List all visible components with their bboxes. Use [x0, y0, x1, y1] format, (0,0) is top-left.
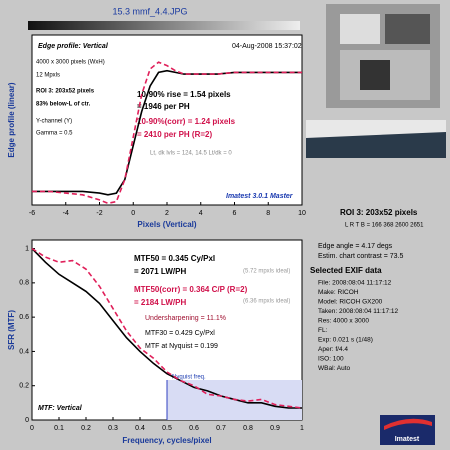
exif-line: Model: RICOH GX200	[318, 299, 383, 306]
x-tick-label: 0	[131, 210, 135, 217]
annotation: = 2184 LW/PH	[134, 298, 186, 307]
annotation: 10-90%(corr) = 1.24 pixels	[137, 117, 236, 126]
annotation: MTF50 = 0.345 Cy/Pxl	[134, 254, 215, 263]
series-line	[31, 248, 302, 409]
y-tick-label: 0.2	[19, 383, 29, 390]
edge-angle: Edge angle = 4.17 degs	[318, 243, 393, 250]
chart-thumbnail	[326, 4, 440, 108]
series-line	[32, 61, 302, 205]
y-tick-label: 0.8	[19, 280, 29, 287]
annotation: Imatest 3.0.1 Master	[226, 193, 294, 200]
x-tick-label: 0.2	[81, 425, 91, 432]
x-tick-label: 0.5	[162, 425, 172, 432]
exif-line: Taken: 2008:08:04 11:17:12	[318, 308, 398, 315]
annotation: MTF30 = 0.429 Cy/Pxl	[145, 330, 215, 337]
x-axis-label: Pixels (Vertical)	[137, 220, 196, 229]
x-tick-label: 0.1	[54, 425, 64, 432]
x-tick-label: 0	[30, 425, 34, 432]
x-tick-label: -6	[29, 210, 35, 217]
y-tick-label: 0	[25, 417, 29, 424]
annotation: ROI 3: 203x52 pixels	[36, 89, 95, 95]
annotation: Lt, dk lvls = 124, 14.5 Lt/dk = 0	[150, 151, 232, 157]
logo-swoosh	[384, 418, 432, 430]
x-tick-label: 4	[199, 210, 203, 217]
x-tick-label: -4	[63, 210, 69, 217]
x-tick-label: 0.6	[189, 425, 199, 432]
side-panel: ROI 3: 203x52 pixels L R T B = 166 368 2…	[310, 208, 435, 445]
x-tick-label: 1	[300, 425, 304, 432]
annotation: = 2071 LW/PH	[134, 267, 186, 276]
x-tick-label: 0.7	[216, 425, 226, 432]
annotation: MTF at Nyquist = 0.199	[145, 343, 218, 350]
annotation: (5.72 mpxls ideal)	[243, 269, 290, 275]
annotation: = 1946 per PH	[137, 102, 190, 111]
annotation: Gamma = 0.5	[36, 131, 73, 137]
exif-line: Exp: 0.021 s (1/48)	[318, 337, 373, 344]
roi-coords: L R T B = 166 368 2600 2651	[345, 223, 424, 229]
annotation: Undersharpening = 11.1%	[145, 315, 226, 322]
exif-line: WBal: Auto	[318, 365, 351, 372]
annotation: 10-90% rise = 1.54 pixels	[137, 90, 231, 99]
plot-area-edge	[31, 34, 303, 206]
x-tick-label: 0.8	[243, 425, 253, 432]
annotation: 83% below-L of ctr.	[36, 102, 91, 108]
annotation: Nyquist freq.	[172, 375, 206, 381]
logo-text: Imatest	[395, 436, 420, 443]
exif-line: File: 2008:08:04 11:17:12	[318, 280, 392, 287]
annotation: 12 Mpxls	[36, 73, 60, 79]
annotation: = 2410 per PH (R=2)	[137, 130, 212, 139]
y-tick-label: 1	[25, 245, 29, 252]
annotation: Y-channel (Y)	[36, 119, 72, 125]
series-line	[31, 247, 303, 409]
x-tick-label: 0.3	[108, 425, 118, 432]
x-tick-label: -2	[96, 210, 102, 217]
x-tick-label: 2	[165, 210, 169, 217]
x-axis-label: Frequency, cycles/pixel	[122, 436, 211, 445]
annotation: MTF50(corr) = 0.364 C/P (R=2)	[134, 285, 248, 294]
y-tick-label: 0.4	[19, 348, 29, 355]
chart-contrast: Estim. chart contrast = 73.5	[318, 253, 404, 260]
roi-label: ROI 3: 203x52 pixels	[340, 208, 418, 217]
x-tick-label: 0.4	[135, 425, 145, 432]
x-tick-label: 8	[266, 210, 270, 217]
exif-line: ISO: 100	[318, 356, 344, 363]
annotation: (6.36 mpxls ideal)	[243, 299, 290, 305]
roi-strip	[306, 120, 446, 158]
exif-line: Res: 4000 x 3000	[318, 318, 369, 325]
y-tick-label: 0.6	[19, 314, 29, 321]
exif-line: FL:	[318, 327, 328, 334]
y-axis-label: SFR (MTF)	[7, 310, 16, 350]
chart-title: MTF: Vertical	[38, 405, 83, 412]
y-axis-label: Edge profile (linear)	[7, 82, 16, 157]
x-tick-label: 6	[233, 210, 237, 217]
exif-line: Make: RICOH	[318, 289, 359, 296]
gradient-bar	[28, 21, 300, 30]
annotation: 4000 x 3000 pixels (WxH)	[36, 60, 105, 66]
exif-line: Aper: f/4.4	[318, 346, 348, 353]
annotation: 04-Aug-2008 15:37:02	[232, 43, 302, 50]
x-tick-label: 10	[298, 210, 306, 217]
chart-title: Edge profile: Vertical	[38, 43, 109, 50]
exif-title: Selected EXIF data	[310, 266, 382, 275]
window-title: 15.3 mmf_4.4.JPG	[112, 6, 187, 16]
x-tick-label: 0.9	[270, 425, 280, 432]
